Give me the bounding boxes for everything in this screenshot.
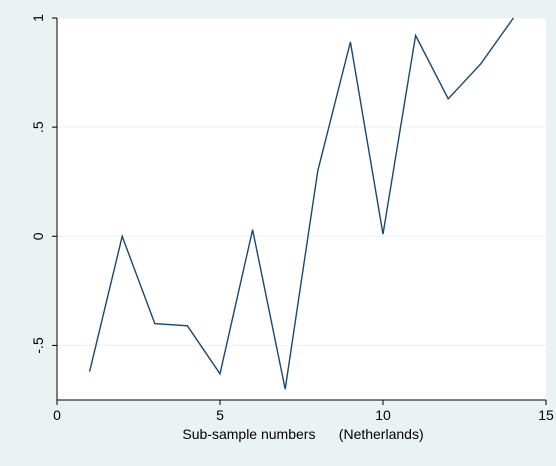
axes: -.50.510 5 10 15 — [30, 14, 554, 423]
series-layer — [88, 17, 514, 390]
x-tick-label: 10 — [375, 407, 391, 423]
y-tick-label: 0 — [30, 232, 46, 240]
x-tick-label: 0 — [53, 407, 61, 423]
x-axis-label: Sub-sample numbers (Netherlands) — [182, 426, 423, 442]
y-tick-label: -.5 — [30, 337, 46, 354]
x-tick-label: 15 — [538, 407, 554, 423]
x-tick-label: 5 — [216, 407, 224, 423]
y-tick-label: .5 — [30, 121, 46, 133]
plot-area — [57, 18, 546, 400]
y-tick-label: 1 — [30, 14, 46, 22]
gridlines — [57, 17, 546, 346]
series-line — [88, 17, 514, 390]
